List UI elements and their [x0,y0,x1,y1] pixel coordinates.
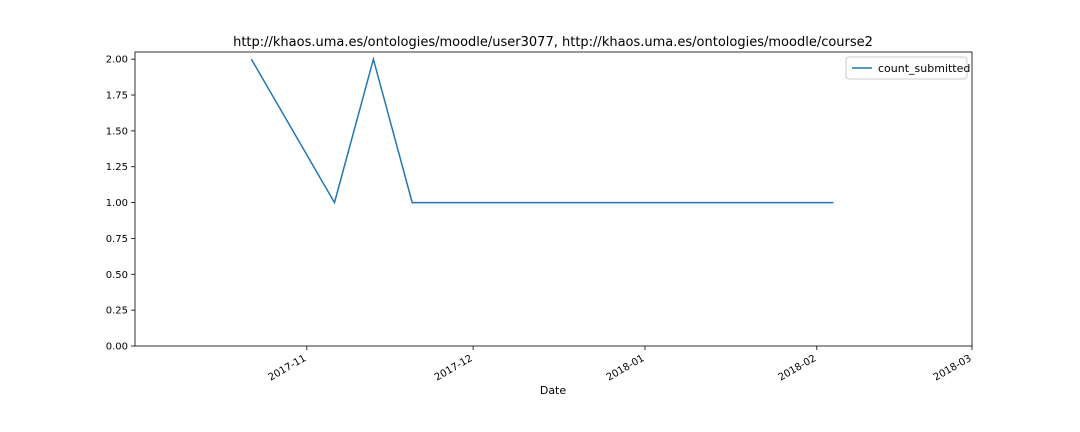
y-tick-label: 0.50 [106,270,128,281]
y-tick-label: 1.50 [106,126,128,137]
x-tick-label: 2017-11 [267,353,309,383]
y-tick-label: 1.00 [106,198,128,209]
y-tick-label: 0.75 [106,234,128,245]
y-tick-label: 2.00 [106,55,128,66]
axes-frame [134,51,973,347]
y-tick-label: 1.25 [106,162,128,173]
plot-area: 0.00 0.25 0.50 0.75 1.00 1.25 1.50 1.75 2.00 2017… [106,51,974,383]
x-tick-label: 2018-02 [777,353,819,383]
x-tick-label: 2018-03 [932,353,974,383]
x-tick-label: 2017-12 [433,353,475,383]
legend-box [845,56,968,80]
legend-label: count_submitted [878,62,970,75]
y-tick-label: 0.25 [106,306,128,317]
y-tick-label: 0.00 [106,342,128,353]
chart-title: http://khaos.uma.es/ontologies/moodle/us… [233,35,873,50]
series-line-0 [250,56,834,205]
x-tick-label: 2018-01 [605,353,647,383]
x-axis-label: Date [540,384,567,397]
y-tick-label: 1.75 [106,91,128,102]
